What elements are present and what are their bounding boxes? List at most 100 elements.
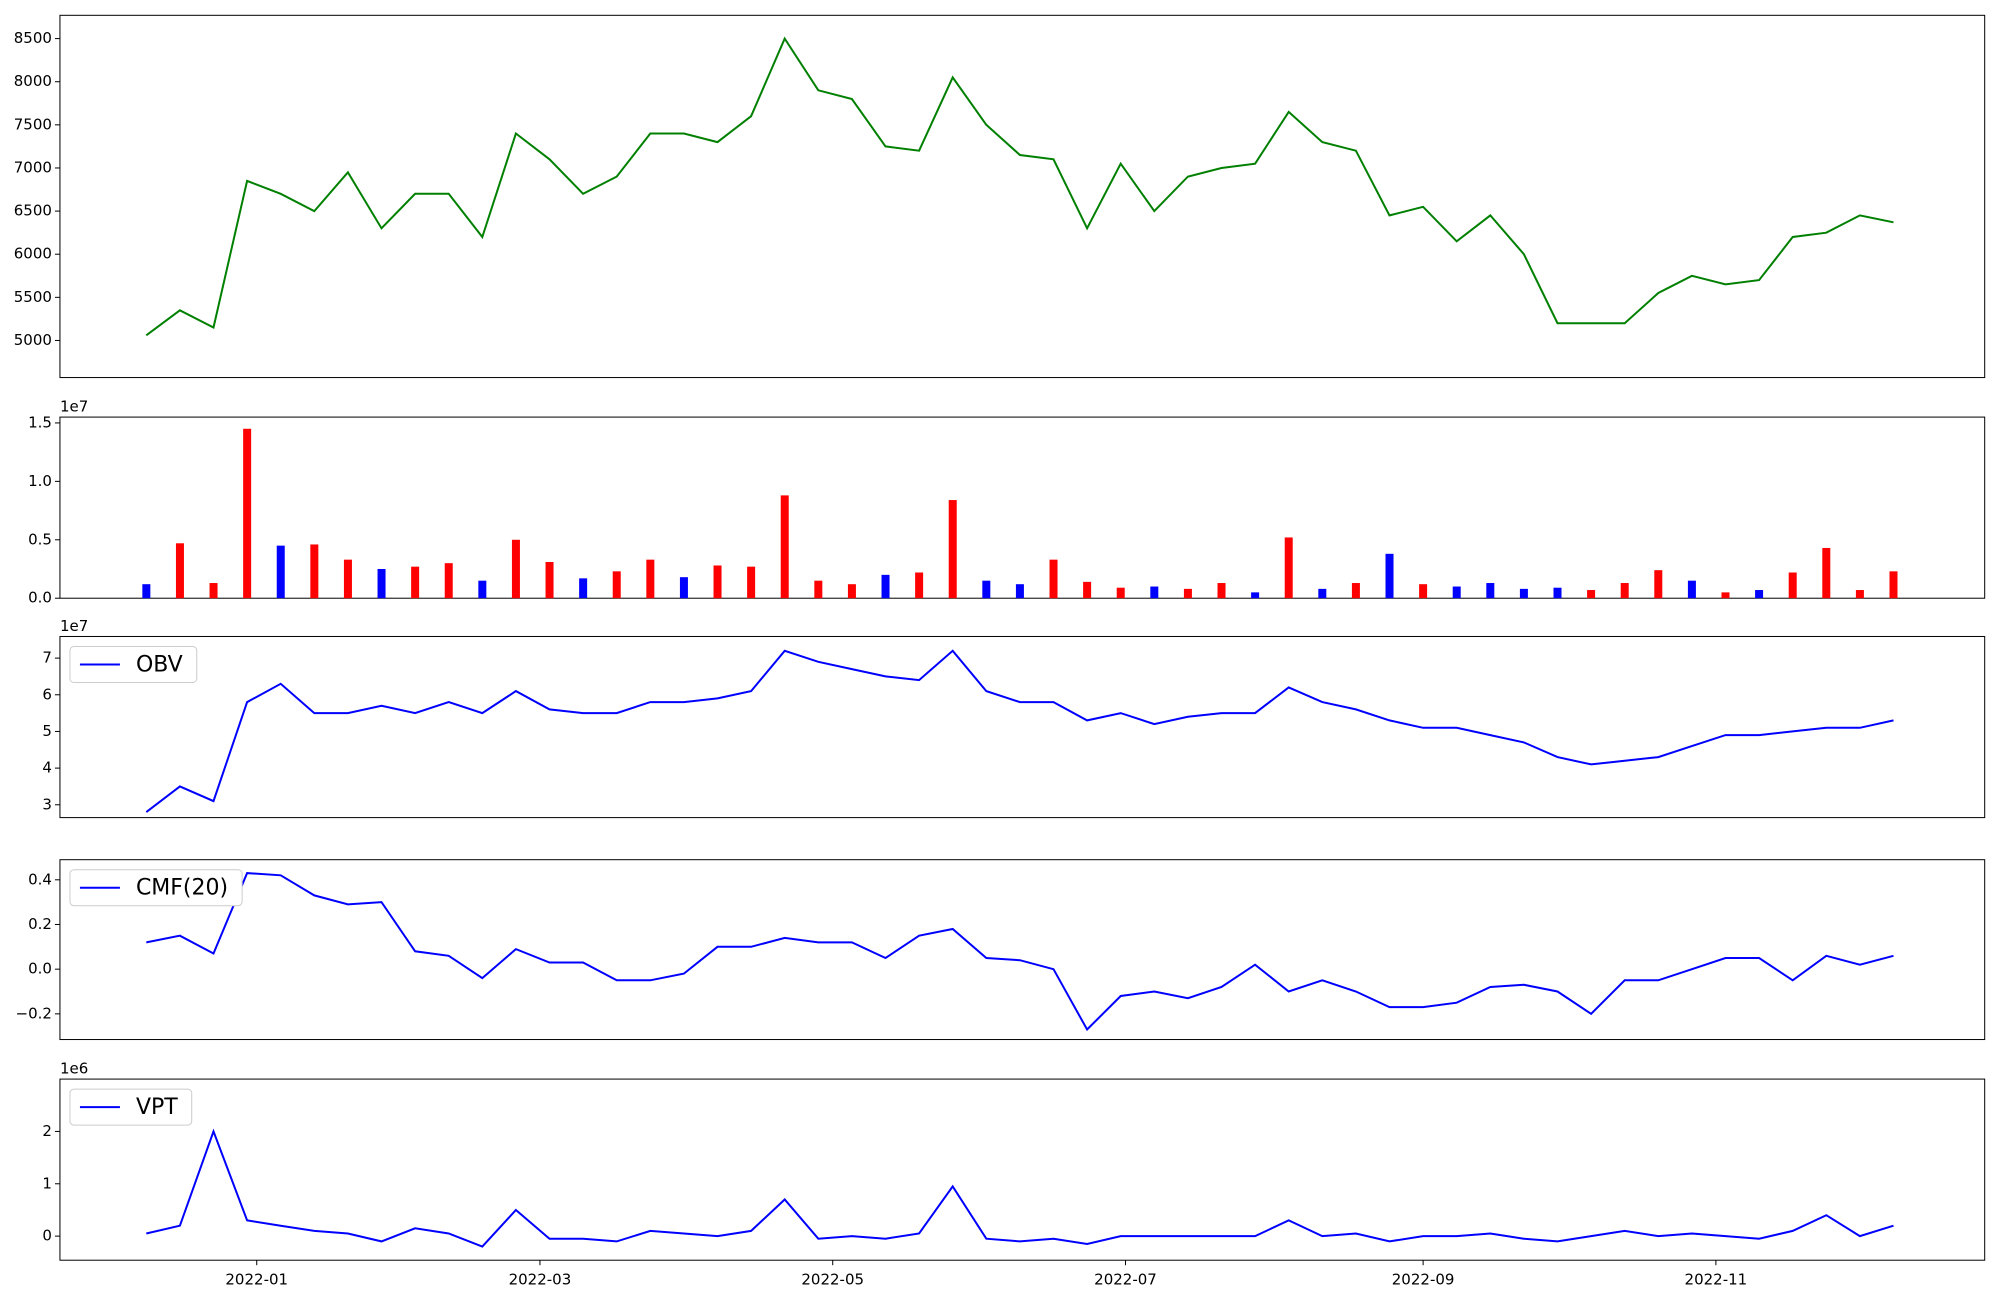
line	[145, 36, 1894, 337]
axes-frame	[59, 859, 1986, 1041]
volume-bar	[713, 565, 722, 599]
line	[146, 1128, 1894, 1248]
volume-bar	[612, 571, 621, 599]
volume-bar	[814, 580, 823, 599]
axes-frame	[59, 14, 1986, 379]
volume-bar	[747, 566, 756, 599]
x-tick-label: 2022-09	[1392, 1271, 1455, 1289]
volume-bar	[175, 543, 184, 599]
volume-bar	[1855, 590, 1864, 599]
volume-bar	[1351, 583, 1360, 599]
x-tick-label: 2022-11	[1685, 1271, 1748, 1289]
volume-bar	[1284, 537, 1293, 599]
volume-bar	[1116, 587, 1125, 599]
volume-bar	[1687, 580, 1696, 599]
legend-box	[69, 1088, 193, 1126]
x-tick-label: 2022-07	[1094, 1271, 1157, 1289]
volume-bar	[1385, 553, 1394, 599]
y-tick-label: 7500	[14, 115, 52, 133]
volume-bar	[276, 545, 285, 599]
y-tick-label: 5000	[14, 331, 52, 349]
y-tick-label: 1	[42, 1174, 52, 1192]
y-tick-label: 6000	[14, 245, 52, 263]
volume-bar	[1083, 581, 1092, 599]
line	[146, 872, 1894, 1032]
y-tick-label: 5	[42, 722, 52, 740]
x-tick-label: 2022-03	[509, 1271, 572, 1289]
volume-bar	[142, 584, 151, 599]
y-tick-label: 6500	[14, 202, 52, 220]
y-tick-label: 1.0	[28, 472, 52, 490]
volume-bar	[948, 500, 957, 599]
volume-bar	[1822, 547, 1831, 599]
volume-bar	[1150, 586, 1159, 599]
volume-bar	[1049, 559, 1058, 599]
volume-bar	[1486, 583, 1495, 599]
volume-bar	[982, 580, 991, 599]
y-tick-label: 0.4	[28, 870, 52, 888]
axes-frame	[59, 635, 1986, 819]
volume-bar	[310, 544, 319, 599]
legend-label: OBV	[136, 652, 183, 677]
volume-bar	[1015, 584, 1024, 599]
volume-bar	[646, 559, 655, 599]
y-tick-label: 2	[42, 1122, 52, 1140]
volume-bar	[1721, 592, 1730, 599]
volume-bar	[1251, 592, 1260, 599]
offset-label: 1e7	[60, 617, 88, 635]
y-tick-label: 8000	[14, 72, 52, 90]
y-tick-label: 0.2	[28, 915, 52, 933]
y-tick-label: 7000	[14, 158, 52, 176]
volume-bar	[243, 428, 252, 599]
axes-frame	[59, 1078, 1986, 1261]
volume-bar	[1519, 588, 1528, 599]
volume-bar	[847, 584, 856, 599]
volume-bar	[579, 578, 588, 599]
volume-bar	[343, 559, 352, 599]
y-tick-label: 7	[42, 649, 52, 667]
offset-label: 1e7	[60, 398, 88, 416]
y-tick-label: 8500	[14, 29, 52, 47]
volume-bar	[1183, 588, 1192, 599]
volume-bar	[1788, 572, 1797, 599]
volume-bar	[1587, 590, 1596, 599]
y-tick-label: 5500	[14, 288, 52, 306]
y-tick-label: 3	[42, 795, 52, 813]
y-tick-label: 6	[42, 685, 52, 703]
legend-box	[69, 869, 243, 907]
volume-bar	[444, 563, 453, 599]
volume-bar	[1419, 584, 1428, 599]
volume-bar	[377, 569, 386, 599]
y-tick-label: −0.2	[16, 1004, 52, 1022]
volume-bar	[411, 566, 420, 599]
line	[145, 649, 1894, 813]
volume-bar	[1217, 583, 1226, 599]
y-tick-label: 0.5	[28, 530, 52, 548]
y-tick-label: 0.0	[28, 960, 52, 978]
volume-bar	[511, 539, 520, 599]
legend-label: VPT	[136, 1095, 178, 1120]
volume-bar	[1318, 588, 1327, 599]
volume-bar	[1553, 587, 1562, 599]
y-tick-label: 0.0	[28, 589, 52, 607]
volume-bar	[1620, 583, 1629, 599]
volume-bar	[209, 583, 218, 599]
volume-bar	[1889, 571, 1898, 599]
volume-bar	[780, 495, 789, 599]
offset-label: 1e6	[60, 1060, 88, 1078]
volume-bar	[478, 580, 487, 599]
y-tick-label: 1.5	[28, 413, 52, 431]
x-tick-label: 2022-05	[801, 1271, 864, 1289]
volume-bar	[915, 572, 924, 599]
volume-bar	[1452, 586, 1461, 599]
volume-bar	[545, 561, 554, 599]
legend-box	[69, 645, 198, 683]
y-tick-label: 0	[42, 1227, 52, 1245]
volume-bar	[1654, 570, 1663, 599]
volume-bar	[679, 577, 688, 599]
y-tick-label: 4	[42, 759, 52, 777]
x-tick-label: 2022-01	[225, 1271, 288, 1289]
volume-bar	[1755, 590, 1764, 599]
